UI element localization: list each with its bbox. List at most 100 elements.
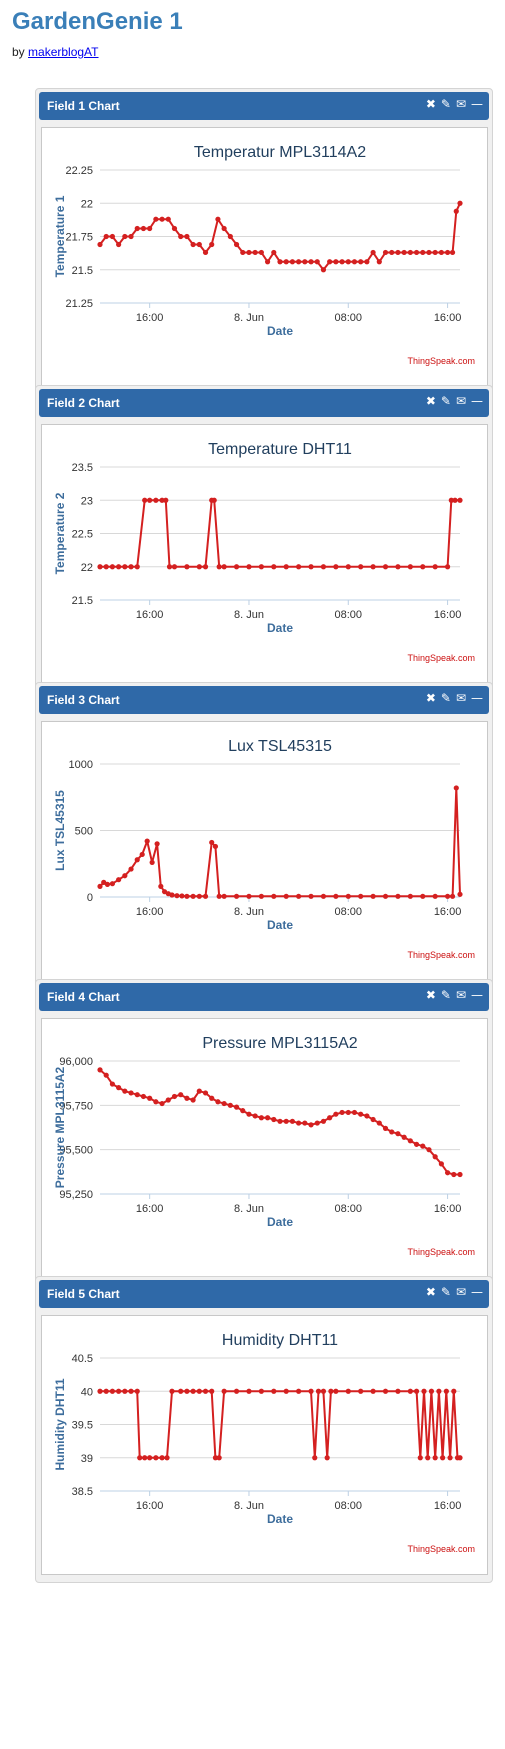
data-point [277,1118,283,1124]
data-point [149,859,155,866]
data-point [137,1455,143,1461]
x-tick-label: 08:00 [335,609,363,621]
data-point [153,1099,159,1105]
chart-title: Temperature DHT11 [208,441,352,458]
data-point [109,1081,116,1087]
thingspeak-credit-link[interactable]: ThingSpeak.com [407,356,475,366]
data-point [258,1115,264,1121]
data-point [103,233,109,240]
pencil-icon[interactable]: ✎ [440,691,451,705]
close-icon[interactable]: ✖ [425,1285,436,1299]
minimize-icon[interactable]: — [471,988,483,1002]
data-point [376,1120,382,1126]
data-point [320,893,327,899]
data-point [159,216,165,222]
x-tick-label: 16:00 [434,1500,462,1512]
data-point [221,225,227,232]
data-point [345,893,351,899]
data-point [97,241,103,248]
comment-icon[interactable]: ✉ [455,988,466,1002]
data-point [283,564,289,570]
data-point [444,1170,451,1176]
data-point [302,1120,308,1126]
x-tick-label: 16:00 [136,312,164,324]
chart-widget-4: Field 4 Chart ✖ ✎ ✉ — 96,000 95,750 95,500 95,25… [35,979,493,1286]
data-point [147,225,153,232]
data-point [449,249,456,256]
data-point [339,1109,345,1116]
data-point [339,259,345,265]
data-point [233,1388,240,1394]
data-point [227,233,233,240]
data-point [407,564,413,570]
thingspeak-credit-link[interactable]: ThingSpeak.com [407,950,475,960]
y-tick-label: 95,250 [59,1189,93,1201]
widget-header: Field 4 Chart ✖ ✎ ✉ — [39,983,489,1011]
x-tick-label: 16:00 [136,1203,164,1215]
data-point [190,893,196,899]
minimize-icon[interactable]: — [471,691,483,705]
y-tick-label: 21.25 [65,298,93,310]
x-tick-label: 16:00 [136,1500,164,1512]
comment-icon[interactable]: ✉ [455,97,466,111]
minimize-icon[interactable]: — [471,1285,483,1299]
data-point [165,1097,171,1103]
data-point [196,1088,202,1094]
data-point [153,1455,159,1461]
data-point [320,1388,327,1394]
data-point [209,839,215,846]
data-point [122,1388,128,1394]
author-link[interactable]: makerblogAT [28,45,99,59]
data-point [139,851,145,858]
pencil-icon[interactable]: ✎ [440,988,451,1002]
data-point [457,497,463,503]
data-point [179,893,185,899]
minimize-icon[interactable]: — [471,394,483,408]
close-icon[interactable]: ✖ [425,691,436,705]
chart-area: 1000 500 0 16:00 8. Jun 08:00 16:00 Lux TSL4531… [41,721,488,981]
data-point [128,564,134,570]
data-point [196,241,202,248]
data-point [271,564,277,570]
data-point [116,877,122,883]
data-point [169,1388,175,1394]
chart-title: Pressure MPL3115A2 [202,1035,357,1052]
data-point [436,1388,442,1394]
data-point [202,249,209,256]
thingspeak-credit-link[interactable]: ThingSpeak.com [407,653,475,663]
data-point [134,564,140,570]
pencil-icon[interactable]: ✎ [440,1285,451,1299]
data-point [328,1388,334,1394]
data-point [103,1388,109,1394]
minimize-icon[interactable]: — [471,97,483,111]
data-point [184,564,190,570]
data-point [109,881,116,887]
data-point [128,1388,134,1394]
close-icon[interactable]: ✖ [425,988,436,1002]
close-icon[interactable]: ✖ [425,394,436,408]
data-point [144,838,150,844]
close-icon[interactable]: ✖ [425,97,436,111]
data-point [97,883,103,889]
comment-icon[interactable]: ✉ [455,1285,466,1299]
thingspeak-credit-link[interactable]: ThingSpeak.com [407,1247,475,1257]
data-point [240,249,246,256]
data-point [154,841,160,847]
y-tick-label: 21.5 [72,595,93,607]
comment-icon[interactable]: ✉ [455,394,466,408]
widget-toolbar: ✖ ✎ ✉ — [426,1285,483,1299]
y-axis-label: Lux TSL45315 [53,790,67,871]
data-point [315,1388,322,1394]
comment-icon[interactable]: ✉ [455,691,466,705]
chart-svg: 96,000 95,750 95,500 95,250 16:00 8. Jun 08:00… [53,1035,475,1257]
data-point [202,564,209,570]
pencil-icon[interactable]: ✎ [440,394,451,408]
data-point [163,497,169,503]
data-point [453,785,459,791]
y-tick-label: 21.75 [65,232,93,244]
data-point [333,259,339,265]
pencil-icon[interactable]: ✎ [440,97,451,111]
data-point [444,893,451,899]
thingspeak-credit-link[interactable]: ThingSpeak.com [407,1544,475,1554]
data-point [358,893,364,899]
